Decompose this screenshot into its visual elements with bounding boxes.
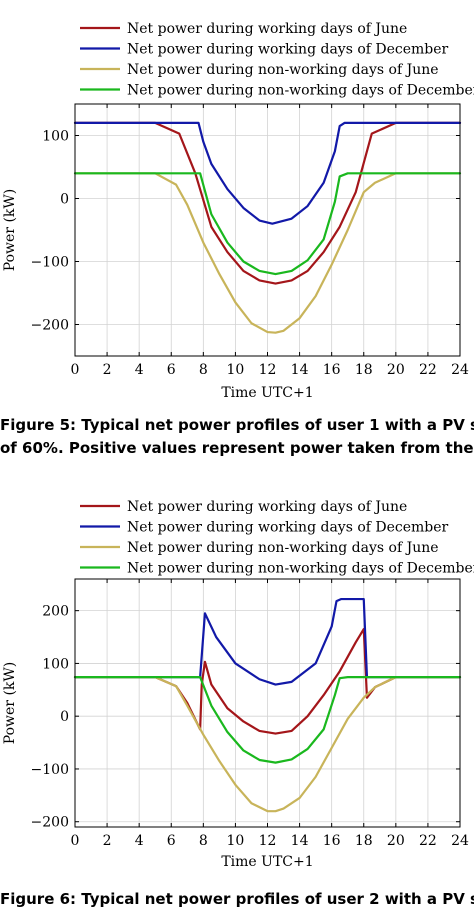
x-tick-label: 2 (103, 833, 112, 849)
x-tick-label: 2 (103, 362, 112, 378)
x-tick-label: 12 (259, 362, 277, 378)
legend-label: Net power during working days of Decembe… (127, 520, 449, 536)
y-tick-label: −200 (31, 815, 69, 831)
chart-svg: Net power during working days of June Net… (2, 21, 474, 401)
x-tick-label: 18 (355, 362, 373, 378)
figure-5-caption-line-2: of 60%. Positive values represent power … (0, 439, 474, 457)
x-tick-label: 16 (323, 362, 341, 378)
x-tick-label: 20 (387, 833, 405, 849)
y-axis-title: Power (kW) (2, 662, 18, 745)
series-line (73, 172, 462, 276)
x-tick-label: 0 (71, 362, 80, 378)
y-axis-title: Power (kW) (2, 189, 18, 272)
series-line (73, 676, 462, 813)
x-tick-label: 22 (419, 833, 437, 849)
legend: Net power during working days of June Net… (80, 499, 474, 577)
x-tick-label: 12 (259, 833, 277, 849)
x-tick-label: 6 (167, 833, 176, 849)
y-tick-label: 0 (60, 192, 69, 208)
legend-label: Net power during working days of June (127, 499, 407, 515)
y-tick-label: 100 (42, 129, 69, 145)
x-tick-label: 8 (199, 362, 208, 378)
x-tick-label: 14 (291, 362, 309, 378)
legend-label: Net power during non-working days of Dec… (127, 83, 474, 99)
figure-5-caption: Figure 5: Typical net power profiles of … (0, 414, 474, 460)
series-line (73, 172, 462, 334)
figure-6-chart: Net power during working days of June Net… (0, 478, 474, 878)
legend-label: Net power during non-working days of Jun… (127, 540, 439, 556)
x-tick-label: 14 (291, 833, 309, 849)
figure-5-chart: Net power during working days of June Net… (0, 0, 474, 410)
legend-label: Net power during working days of Decembe… (127, 42, 449, 58)
figure-5-caption-line-1: Figure 5: Typical net power profiles of … (0, 416, 474, 434)
y-tick-label: 100 (42, 656, 69, 672)
x-tick-label: 8 (199, 833, 208, 849)
x-tick-label: 16 (323, 833, 341, 849)
x-tick-label: 22 (419, 362, 437, 378)
x-tick-label: 6 (167, 362, 176, 378)
figure-6-caption-line-1: Figure 6: Typical net power profiles of … (0, 890, 474, 908)
legend-label: Net power during non-working days of Dec… (127, 561, 474, 577)
y-tick-label: −200 (31, 318, 69, 334)
legend-label: Net power during working days of June (127, 21, 407, 37)
x-axis-title: Time UTC+1 (221, 385, 313, 401)
legend-label: Net power during non-working days of Jun… (127, 62, 439, 78)
series-line (73, 597, 462, 686)
legend: Net power during working days of June Net… (80, 21, 474, 99)
y-tick-label: 200 (42, 604, 69, 620)
x-tick-label: 10 (227, 833, 245, 849)
x-tick-label: 24 (451, 362, 469, 378)
grid (74, 104, 461, 356)
x-tick-label: 20 (387, 362, 405, 378)
x-tick-label: 10 (227, 362, 245, 378)
chart-svg: Net power during working days of June Net… (2, 499, 474, 870)
y-tick-label: 0 (60, 709, 69, 725)
series-line (73, 121, 462, 225)
x-tick-label: 4 (135, 833, 144, 849)
figure-6-caption: Figure 6: Typical net power profiles of … (0, 888, 474, 911)
x-axis-title: Time UTC+1 (221, 854, 313, 870)
y-tick-label: −100 (31, 255, 69, 271)
x-tick-label: 4 (135, 362, 144, 378)
y-tick-label: −100 (31, 762, 69, 778)
x-tick-label: 0 (71, 833, 80, 849)
series-line (73, 676, 462, 764)
grid (74, 579, 461, 827)
x-tick-label: 18 (355, 833, 373, 849)
x-tick-label: 24 (451, 833, 469, 849)
